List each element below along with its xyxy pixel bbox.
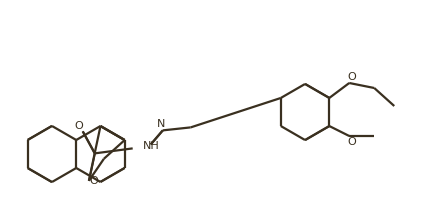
Text: N: N (157, 119, 165, 129)
Text: O: O (74, 121, 83, 131)
Text: NH: NH (143, 141, 160, 151)
Text: O: O (348, 137, 357, 147)
Text: O: O (89, 176, 98, 186)
Text: O: O (348, 72, 357, 82)
